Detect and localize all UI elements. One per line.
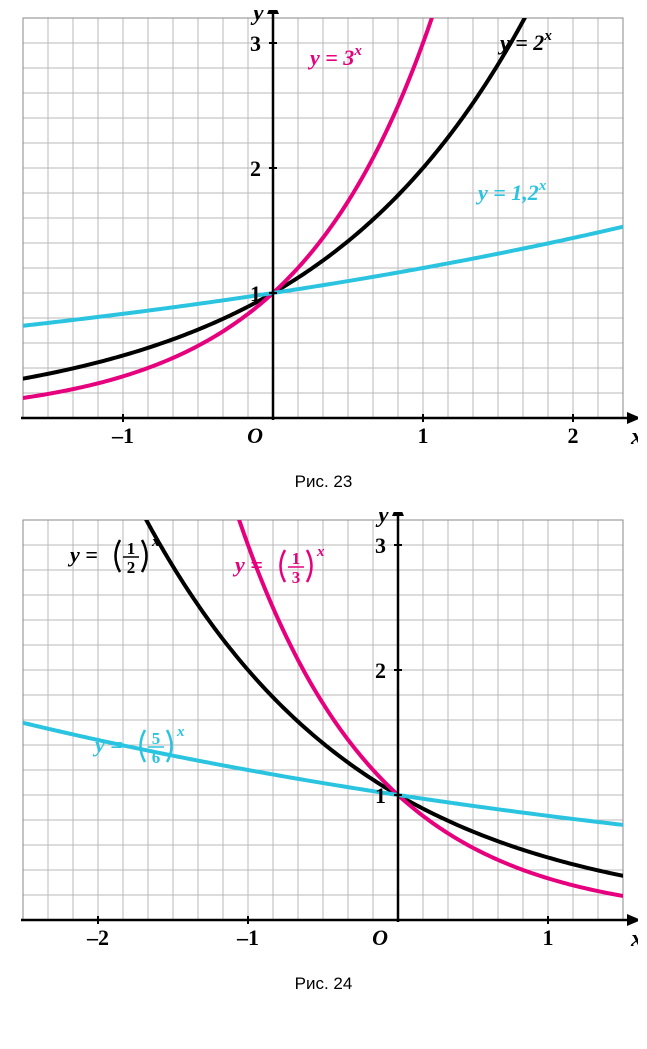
caption-24: Рис. 24 [0, 974, 647, 994]
svg-text:1: 1 [126, 539, 135, 558]
svg-text:3: 3 [250, 31, 261, 56]
svg-text:2: 2 [126, 558, 135, 577]
svg-text:5: 5 [151, 729, 160, 748]
svg-text:3: 3 [375, 533, 386, 558]
svg-text:1: 1 [542, 925, 553, 950]
svg-text:–2: –2 [86, 925, 109, 950]
svg-text:y =: y = [67, 542, 98, 567]
svg-text:y: y [375, 512, 389, 528]
chart-23: –1 1 2 1 2 3 y x Oy = 2x y = 3x y = 1,2x [10, 10, 638, 464]
svg-text:x: x [630, 424, 638, 450]
svg-text:O: O [372, 925, 388, 950]
svg-text:x: x [316, 544, 325, 560]
svg-text:y = 3x: y = 3x [307, 43, 362, 70]
svg-text:1: 1 [417, 423, 428, 448]
svg-text:O: O [247, 423, 263, 448]
svg-text:3: 3 [291, 568, 300, 587]
svg-text:1: 1 [250, 281, 261, 306]
figure-23: –1 1 2 1 2 3 y x Oy = 2x y = 3x y = 1,2x Рис. 23 [0, 10, 647, 492]
svg-text:–1: –1 [111, 423, 134, 448]
caption-23: Рис. 23 [0, 472, 647, 492]
svg-text:y = 2x: y = 2x [497, 28, 552, 55]
svg-text:y: y [250, 10, 264, 26]
svg-text:6: 6 [151, 748, 160, 767]
svg-text:x: x [630, 926, 638, 952]
figure-24: –2–11123yxOy =12xy =13xy =56x Рис. 24 [0, 512, 647, 994]
svg-text:1: 1 [375, 783, 386, 808]
svg-text:y =: y = [232, 552, 263, 577]
svg-text:y =: y = [92, 732, 123, 757]
svg-text:2: 2 [375, 658, 386, 683]
svg-text:–1: –1 [236, 925, 259, 950]
svg-text:2: 2 [250, 156, 261, 181]
svg-text:y = 1,2x: y = 1,2x [475, 178, 547, 205]
svg-text:1: 1 [291, 549, 300, 568]
svg-text:2: 2 [567, 423, 578, 448]
chart-24: –2–11123yxOy =12xy =13xy =56x [10, 512, 638, 966]
svg-text:x: x [176, 724, 185, 740]
svg-text:x: x [151, 534, 160, 550]
